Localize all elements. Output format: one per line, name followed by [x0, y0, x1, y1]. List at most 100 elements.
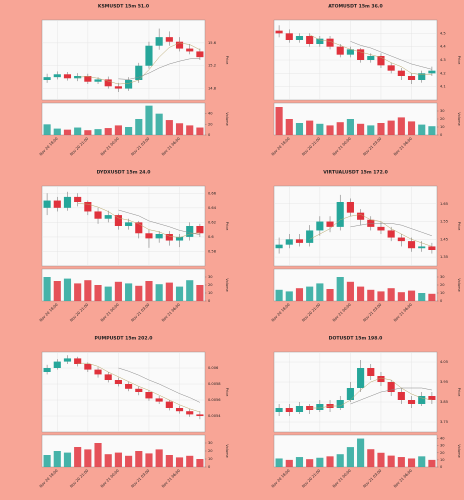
candle-body — [336, 400, 344, 408]
y-tick-label: 1.35 — [440, 255, 448, 259]
volume-tick-label: 40 — [208, 112, 213, 116]
volume-tick-label: 0 — [208, 299, 211, 303]
volume-bar — [377, 452, 385, 467]
volume-bar — [43, 455, 51, 467]
y-tick-label: 15.2 — [208, 64, 216, 68]
volume-bar — [155, 284, 163, 301]
volume-bar — [74, 127, 82, 135]
candle-body — [377, 226, 385, 231]
volume-bar — [135, 119, 143, 135]
candle-body — [63, 196, 72, 208]
candle-body — [155, 398, 163, 402]
candle-body — [316, 221, 324, 231]
candle-body — [175, 41, 184, 49]
volume-tick-label: 0 — [208, 465, 211, 469]
candle-body — [84, 364, 92, 370]
candle-body — [145, 392, 153, 399]
moving-average — [118, 58, 200, 80]
volume-axis-label: Volume — [225, 112, 229, 126]
candle-body — [346, 202, 354, 213]
volume-tick-label: 0 — [440, 133, 443, 137]
y-tick-label: 0.64 — [208, 206, 217, 210]
volume-bar — [114, 452, 122, 467]
y-tick-label: 0.66 — [208, 191, 217, 195]
volume-axis-label: Volume — [225, 278, 229, 292]
candle-body — [94, 211, 102, 219]
volume-bar — [336, 122, 344, 135]
y-tick-label: 0.0056 — [208, 398, 221, 402]
moving-average — [118, 367, 201, 403]
volume-bar — [63, 452, 72, 467]
candle-body — [196, 226, 204, 234]
volume-tick-label: 30 — [440, 444, 445, 448]
volume-tick-label: 40 — [440, 437, 445, 441]
volume-tick-label: 10 — [208, 291, 213, 295]
candle-body — [387, 230, 395, 238]
volume-bar — [114, 281, 122, 301]
y-tick-label: 0.0058 — [208, 382, 221, 386]
candle-body — [357, 368, 365, 388]
volume-bar — [125, 455, 133, 467]
y-axis-label: Price — [457, 222, 461, 232]
volume-bar — [125, 127, 133, 135]
candle-body — [357, 212, 365, 220]
volume-bar — [74, 447, 82, 467]
moving-average — [309, 214, 432, 247]
volume-bar — [186, 280, 194, 301]
candle-body — [346, 388, 354, 400]
moving-average — [350, 223, 432, 237]
candle-body — [196, 51, 204, 58]
volume-bar — [295, 288, 304, 301]
volume-bar — [285, 291, 293, 301]
candle-body — [285, 33, 293, 40]
chart-title: KSMUSDT 15m 51.0 — [98, 4, 149, 10]
candle-body — [428, 70, 436, 74]
volume-bar — [94, 285, 102, 301]
volume-bar — [367, 125, 375, 135]
volume-tick-label: 20 — [440, 283, 445, 287]
volume-bar — [104, 286, 112, 301]
volume-bar — [418, 456, 426, 467]
candle-body — [306, 36, 314, 44]
candle-body — [377, 376, 385, 382]
candle-body — [377, 56, 385, 66]
moving-average — [350, 387, 432, 405]
candle-body — [196, 414, 204, 416]
volume-bar — [428, 126, 436, 135]
candle-body — [43, 368, 51, 372]
chart-title: ATOMUSDT 15m 36.0 — [328, 4, 383, 10]
volume-tick-label: 20 — [208, 283, 213, 287]
candle-body — [175, 408, 184, 412]
candle-body — [336, 202, 344, 227]
candle-body — [186, 226, 194, 237]
y-tick-label: 4.4 — [440, 45, 446, 49]
candle-body — [43, 77, 51, 80]
candle-body — [125, 80, 133, 89]
y-tick-label: 3.95 — [440, 380, 448, 384]
volume-axis-label: Volume — [457, 444, 461, 458]
volume-tick-label: 10 — [208, 457, 213, 461]
volume-bar — [114, 125, 122, 135]
y-tick-label: 1.55 — [440, 220, 448, 224]
volume-bar — [175, 286, 184, 301]
candle-body — [53, 200, 61, 208]
candle-body — [316, 404, 324, 410]
y-tick-label: 4.2 — [440, 71, 446, 75]
volume-bar — [418, 124, 426, 135]
candle-body — [316, 38, 324, 44]
volume-bar — [336, 277, 344, 301]
candle-body — [418, 246, 426, 249]
candle-body — [53, 74, 61, 78]
volume-bar — [397, 457, 405, 467]
volume-tick-label: 0 — [208, 133, 211, 137]
candle-body — [155, 37, 163, 46]
volume-bar — [196, 459, 204, 467]
candle-body — [94, 79, 102, 82]
candle-body — [63, 358, 72, 362]
volume-axis-label: Volume — [225, 444, 229, 458]
candle-body — [43, 200, 51, 208]
volume-bar — [387, 288, 395, 301]
volume-bar — [43, 277, 51, 301]
volume-bar — [326, 456, 334, 467]
volume-bar — [53, 451, 61, 467]
